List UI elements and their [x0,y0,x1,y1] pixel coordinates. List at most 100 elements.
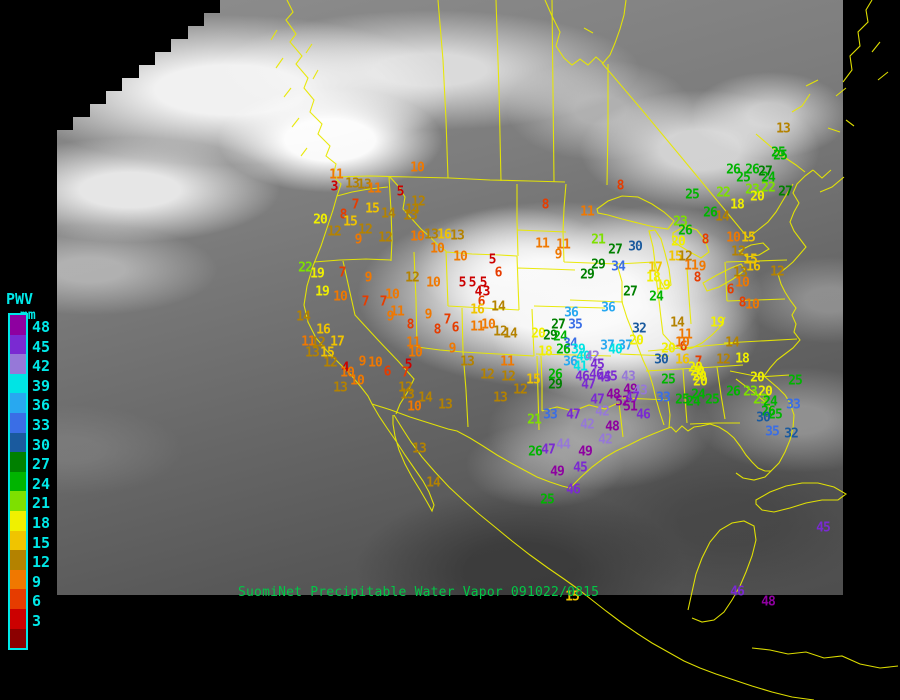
station-value: 13 [333,380,348,396]
station-value: 5 [468,275,477,291]
legend-swatch [10,412,26,433]
station-value: 5 [404,357,413,373]
station-value: 18 [646,270,661,286]
station-value: 6 [451,320,460,336]
station-value: 6 [477,294,486,310]
station-value: 26 [548,367,563,383]
station-value: 14 [503,326,518,342]
gulf-and-east-coastline [569,0,889,489]
state-borders [313,176,798,438]
legend-label: 45 [32,337,51,356]
station-value: 22 [716,185,731,201]
station-value: 17 [330,334,345,350]
station-value: 49 [623,382,638,398]
station-value: 20 [671,234,686,250]
station-value: 6 [679,339,688,355]
legend-label: 9 [32,572,42,591]
station-value: 5 [458,275,467,291]
station-value: 47 [541,442,556,458]
station-value: 12 [405,270,420,286]
station-value: 20 [313,212,328,228]
station-value: 15 [343,214,358,230]
station-value: 12 [323,355,338,371]
station-value: 9 [354,232,363,248]
station-value: 45 [573,460,588,476]
station-value: 25 [771,145,786,161]
station-value: 3 [330,179,339,195]
station-value: 9 [364,270,373,286]
legend-swatch [10,510,26,531]
station-value: 10 [350,373,365,389]
legend-label: 15 [32,533,51,552]
station-value: 15 [320,345,335,361]
station-value: 42 [580,417,595,433]
hudson-james-bay [544,0,627,66]
station-value: 22 [298,260,313,276]
baja-mexico-coastline [371,403,815,700]
station-value: 5 [479,275,488,291]
station-value: 6 [383,364,392,380]
station-value: 14 [491,299,506,315]
station-value: 46 [589,367,604,383]
station-value: 29 [580,267,595,283]
legend-label: 30 [32,435,51,454]
legend-label: 6 [32,592,42,611]
station-value: 42 [585,349,600,365]
station-value: 13 [345,176,360,192]
station-value: 5 [488,252,497,268]
station-value: 17 [648,260,663,276]
station-value: 11 [535,236,550,252]
station-value: 14 [725,335,740,351]
caption: SuomiNet Precipitable Water Vapor 091022… [238,585,600,600]
station-value: 25 [736,170,751,186]
station-value: 26 [726,384,741,400]
station-value: 7 [443,312,452,328]
station-value: 16 [746,259,761,275]
legend-swatch [10,569,26,590]
station-value: 10 [368,355,383,371]
station-value: 15 [668,249,683,265]
station-value: 11 [390,304,405,320]
station-value: 25 [773,148,788,164]
station-value: 10 [410,160,425,176]
station-value: 19 [310,266,325,282]
station-value: 34 [611,259,626,275]
station-value: 36 [564,305,579,321]
station-value: 48 [606,387,621,403]
station-value: 45 [590,357,605,373]
station-value: 24 [691,387,706,403]
station-value: 12 [378,230,393,246]
station-value: 12 [411,194,426,210]
station-value: 12 [358,222,373,238]
station-value: 15 [741,230,756,246]
station-value: 29 [591,257,606,273]
station-value: 11 [406,335,421,351]
station-value: 18 [730,197,745,213]
station-value: 8 [616,178,625,194]
station-value: 6 [726,282,735,298]
station-value: 24 [649,289,664,305]
station-value: 18 [735,351,750,367]
station-value: 11 [684,258,699,274]
station-value: 42 [595,404,610,420]
station-value: 27 [778,184,793,200]
legend-colorbar [8,313,28,651]
station-value: 9 [358,354,367,370]
station-value: 29 [548,377,563,393]
station-value: 13 [776,121,791,137]
station-value: 15 [365,201,380,217]
station-value: 32 [632,321,647,337]
station-value: 23 [745,182,760,198]
station-value: 34 [563,336,578,352]
station-value: 14 [426,475,441,491]
station-value: 10 [426,275,441,291]
station-value: 33 [656,390,671,406]
station-value: 46 [730,584,745,600]
us-mexico-border [371,403,571,489]
station-value: 33 [543,407,558,423]
station-value: 10 [745,297,760,313]
station-value: 41 [573,359,588,375]
station-value: 11 [470,319,485,335]
